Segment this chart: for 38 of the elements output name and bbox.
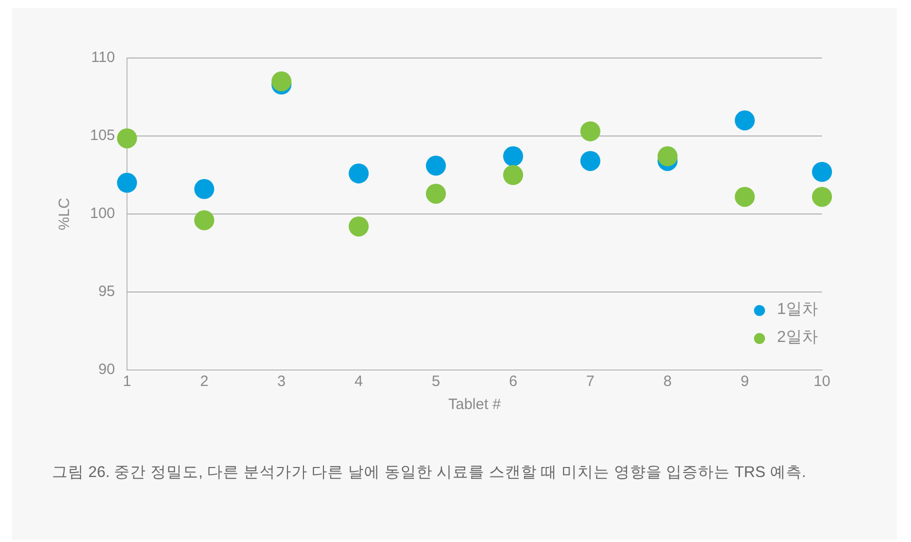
legend-label: 2일차 — [777, 328, 818, 348]
point — [348, 216, 369, 236]
point — [734, 110, 755, 130]
y-tick-label: 95 — [98, 283, 116, 300]
point — [734, 186, 755, 207]
point — [348, 163, 369, 184]
x-tick-label: 8 — [663, 373, 672, 390]
point — [426, 184, 446, 204]
x-tick-label: 4 — [354, 373, 363, 390]
point — [580, 121, 600, 142]
x-tick-label: 3 — [277, 373, 286, 390]
x-tick-label: 7 — [586, 373, 595, 390]
point — [658, 146, 678, 166]
x-axis-title: Tablet # — [448, 396, 502, 414]
point — [812, 162, 832, 182]
point — [194, 210, 214, 230]
x-tick-label: 1 — [122, 373, 132, 390]
y-tick-label: 110 — [91, 49, 116, 66]
x-tick-label: 10 — [814, 373, 830, 390]
y-tick-label: 100 — [90, 205, 116, 222]
point — [271, 71, 292, 92]
y-tick-label: 105 — [90, 127, 116, 144]
x-tick-label: 2 — [200, 373, 208, 390]
y-axis-title: %LC — [56, 198, 74, 230]
point — [580, 150, 600, 171]
x-tick-label: 9 — [740, 373, 749, 390]
x-tick-label: 6 — [508, 373, 518, 390]
point — [194, 179, 214, 200]
point — [426, 156, 446, 176]
point — [503, 165, 524, 185]
y-tick-label: 90 — [98, 361, 116, 378]
caption: 그림 26. 중간 정밀도, 다른 분석가가 다른 날에 동일한 시료를 스캔할 때 미치는 영향을 입증하는 TRS 예측. — [52, 463, 808, 483]
point — [503, 146, 524, 166]
legend-label: 1일차 — [777, 300, 818, 320]
x-tick-label: 5 — [432, 373, 440, 390]
point — [117, 128, 138, 148]
point — [117, 172, 138, 193]
point — [812, 186, 832, 207]
